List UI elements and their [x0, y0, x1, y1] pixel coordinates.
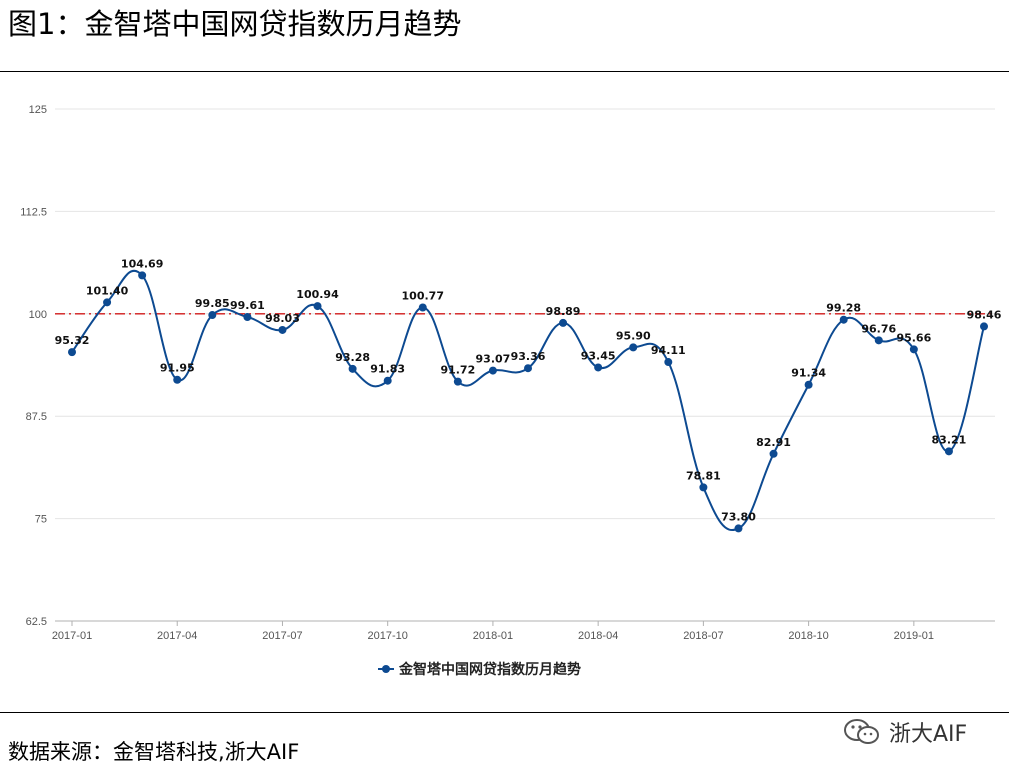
data-label: 93.07: [476, 353, 511, 366]
data-label: 82.91: [756, 436, 791, 449]
data-label: 99.85: [195, 297, 230, 310]
data-point: [453, 377, 462, 386]
wechat-icon: [844, 719, 879, 744]
data-label: 96.76: [861, 322, 896, 335]
data-point: [769, 449, 778, 458]
data-point: [909, 345, 918, 354]
data-label: 83.21: [932, 433, 967, 446]
data-label: 98.89: [546, 305, 581, 318]
data-label: 95.32: [55, 334, 90, 347]
data-label: 101.40: [86, 284, 129, 297]
data-point: [278, 325, 287, 334]
data-label: 99.28: [826, 302, 861, 315]
data-label: 98.03: [265, 312, 300, 325]
data-point: [383, 376, 392, 385]
top-divider: [0, 71, 1009, 72]
data-point: [804, 380, 813, 389]
data-point: [488, 366, 497, 375]
data-point: [839, 315, 848, 324]
x-tick-label: 2018-04: [578, 630, 618, 642]
data-label: 93.45: [581, 349, 616, 362]
data-label: 93.28: [335, 351, 370, 364]
data-label: 99.61: [230, 299, 265, 312]
x-tick-label: 2018-01: [473, 630, 513, 642]
data-point: [664, 358, 673, 367]
data-point: [874, 336, 883, 345]
data-label: 91.83: [370, 363, 405, 376]
data-point: [629, 343, 638, 352]
legend-label: 金智塔中国网贷指数历月趋势: [398, 661, 581, 678]
data-point: [980, 322, 988, 331]
y-tick-label: 75: [35, 514, 47, 526]
watermark: 浙大AIF: [843, 716, 967, 748]
x-tick-label: 2018-10: [788, 630, 828, 642]
data-label: 91.34: [791, 367, 826, 380]
y-axis-ticks: 62.5 75 87.5 100 112.5 125: [20, 104, 47, 628]
data-point: [243, 312, 252, 321]
data-label: 73.80: [721, 510, 756, 523]
x-axis: 2017-01 2017-04 2017-07 2017-10 2018-01 2018-…: [52, 621, 934, 642]
y-tick-label: 62.5: [26, 616, 47, 628]
data-label: 94.11: [651, 344, 686, 357]
y-tick-label: 87.5: [26, 411, 47, 423]
data-label: 95.90: [616, 329, 651, 342]
y-tick-label: 100: [29, 309, 47, 321]
x-tick-label: 2019-01: [894, 630, 934, 642]
legend-marker-icon: [382, 665, 390, 673]
data-point: [348, 364, 357, 373]
data-point: [699, 483, 708, 492]
gridlines: [55, 108, 995, 622]
figure-title: 图1：金智塔中国网贷指数历月趋势: [8, 7, 462, 41]
data-point: [138, 271, 147, 280]
data-label: 100.94: [296, 288, 339, 301]
x-tick-label: 2017-07: [262, 630, 302, 642]
data-label: 95.66: [896, 331, 931, 344]
data-source-note: 数据来源：金智塔科技,浙大AIF: [8, 740, 300, 764]
data-point: [173, 375, 182, 384]
data-point: [313, 302, 322, 311]
data-point: [68, 348, 76, 357]
data-points: [68, 271, 988, 533]
data-label: 93.36: [511, 350, 546, 363]
data-label: 78.81: [686, 469, 721, 482]
watermark-text: 浙大AIF: [889, 722, 968, 747]
chart-legend: 金智塔中国网贷指数历月趋势: [378, 661, 581, 678]
data-label: 91.95: [160, 362, 195, 375]
data-label: 98.46: [967, 308, 1002, 321]
x-tick-label: 2017-10: [368, 630, 408, 642]
data-point: [208, 311, 217, 320]
data-label: 100.77: [402, 289, 444, 302]
data-point: [559, 318, 568, 327]
data-label: 104.69: [121, 257, 163, 270]
y-tick-label: 125: [29, 104, 47, 116]
data-point: [944, 447, 953, 456]
bottom-divider: [0, 712, 1009, 713]
data-point: [594, 363, 603, 372]
data-point: [103, 298, 112, 307]
data-point: [418, 303, 427, 312]
data-point: [734, 524, 743, 533]
y-tick-label: 112.5: [20, 206, 47, 218]
data-point: [524, 364, 532, 373]
x-tick-label: 2018-07: [683, 630, 723, 642]
x-tick-label: 2017-01: [52, 630, 92, 642]
data-label: 91.72: [440, 364, 475, 377]
x-tick-label: 2017-04: [157, 630, 197, 642]
